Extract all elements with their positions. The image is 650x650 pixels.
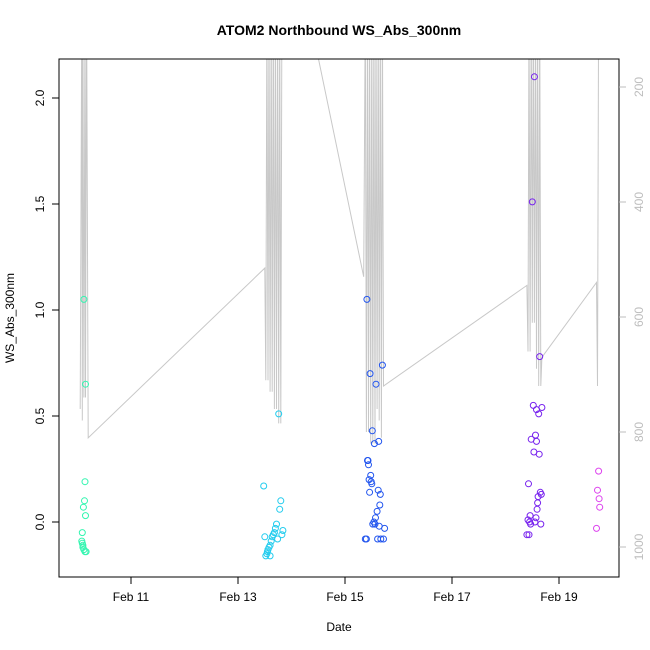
data-point <box>380 535 387 543</box>
data-point <box>368 427 376 435</box>
data-point <box>532 514 540 522</box>
data-point <box>364 457 372 464</box>
data-point <box>596 503 604 511</box>
data-point <box>277 497 285 505</box>
data-point <box>378 361 386 369</box>
x-tick-label: Feb 13 <box>219 590 257 604</box>
data-point <box>362 535 370 543</box>
data-point <box>595 495 603 503</box>
y-tick-label: 2.0 <box>33 89 47 106</box>
data-point <box>536 353 544 361</box>
data-point <box>270 529 278 537</box>
data-point <box>79 503 87 511</box>
x-tick-label: Feb 15 <box>326 590 364 604</box>
data-point <box>366 488 374 496</box>
data-point <box>533 406 540 414</box>
data-point <box>278 531 286 539</box>
y-tick-label: 1.5 <box>33 195 47 212</box>
data-point <box>530 73 538 81</box>
data-point <box>81 497 88 505</box>
data-point <box>531 518 539 526</box>
y2-tick-label: 800 <box>632 422 646 442</box>
y2-tick-label: 200 <box>632 77 646 97</box>
data-point <box>267 537 275 545</box>
data-point <box>82 380 89 388</box>
data-point <box>81 478 89 486</box>
data-point <box>376 501 384 509</box>
data-point <box>260 482 268 490</box>
data-point <box>537 490 545 498</box>
data-point <box>377 535 385 543</box>
y-tick-label: 0.0 <box>33 513 47 530</box>
data-point <box>381 524 389 532</box>
data-point <box>523 531 531 539</box>
data-point <box>376 490 384 498</box>
data-point <box>372 380 380 388</box>
data-point <box>79 541 87 549</box>
data-point <box>366 370 374 378</box>
data-point <box>533 437 540 445</box>
x-axis-title: Date <box>326 620 352 634</box>
data-point <box>80 295 88 303</box>
x-tick-label: Feb 19 <box>540 590 578 604</box>
data-point <box>528 198 536 206</box>
y-axis-title: WS_Abs_300nm <box>3 273 17 363</box>
data-point <box>271 524 279 532</box>
data-point <box>375 437 383 445</box>
series-group <box>593 467 604 532</box>
series-group <box>523 73 546 539</box>
x-tick-label: Feb 11 <box>113 590 150 604</box>
data-point <box>266 541 274 549</box>
data-point <box>261 533 269 541</box>
data-point <box>535 410 543 418</box>
data-point <box>535 450 543 458</box>
secondary-line-layer <box>79 59 599 444</box>
series-group <box>78 295 90 556</box>
points-layer <box>78 73 604 560</box>
x-axis: Feb 11 Feb 13 Feb 15 Feb 17 Feb 19 <box>113 577 578 604</box>
data-point <box>365 461 372 469</box>
series-group <box>361 295 389 543</box>
data-point <box>594 486 601 494</box>
data-point <box>82 548 90 556</box>
data-point <box>82 512 89 520</box>
data-point <box>78 529 86 537</box>
y2-tick-label: 600 <box>632 307 646 327</box>
data-point <box>275 410 283 418</box>
data-point <box>533 505 541 513</box>
data-point <box>368 480 376 488</box>
data-point <box>534 499 542 507</box>
data-point <box>274 535 282 543</box>
data-point <box>525 531 533 539</box>
data-point <box>276 505 284 513</box>
data-point <box>373 507 381 515</box>
chart-title: ATOM2 Northbound WS_Abs_300nm <box>217 22 462 38</box>
data-point <box>529 401 537 409</box>
y2-axis-right: 200 400 600 800 1000 <box>619 77 646 560</box>
data-point <box>525 480 532 488</box>
series-group <box>260 410 287 560</box>
data-point <box>374 486 382 494</box>
y-tick-label: 0.5 <box>33 407 47 424</box>
data-point <box>370 440 378 448</box>
data-point <box>527 520 535 528</box>
y2-tick-label: 400 <box>632 192 646 212</box>
plot-frame <box>58 58 620 578</box>
x-tick-label: Feb 17 <box>433 590 471 604</box>
data-point <box>526 512 534 520</box>
data-point <box>273 520 280 528</box>
data-point <box>279 527 287 534</box>
secondary-series-line <box>79 59 599 444</box>
y-tick-label: 1.0 <box>33 301 47 318</box>
data-point <box>532 431 539 439</box>
y2-tick-label: 1000 <box>632 533 646 560</box>
y-axis: 0.0 0.5 1.0 1.5 2.0 <box>33 89 59 530</box>
data-point <box>363 295 371 303</box>
data-point <box>372 514 379 522</box>
data-point <box>595 467 603 475</box>
data-point <box>593 524 600 532</box>
data-point <box>537 520 545 528</box>
data-point <box>266 552 274 560</box>
